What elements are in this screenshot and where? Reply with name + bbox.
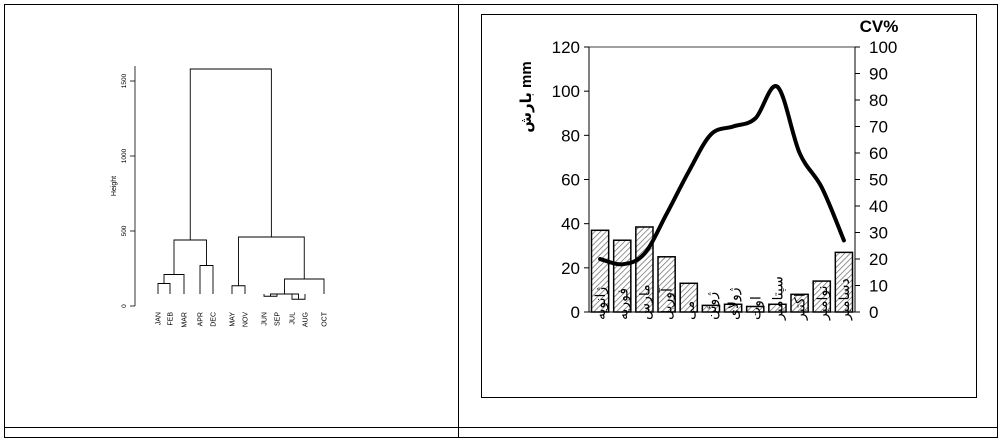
dendrogram-leaf-label: JUN [262,312,269,326]
dendrogram-tick-label: 1000 [121,148,128,163]
precipitation-bars [590,226,854,313]
dendrogram-leaf-label: SEP [275,312,282,326]
dendrogram-tick-label: 1500 [121,73,128,88]
right-axis-tick-label: 50 [869,171,888,190]
dendrogram-leaf-label: DEC [211,312,218,327]
dendrogram-y-label: Height [111,176,118,196]
dendrogram-link [157,283,171,294]
month-label: ژولای [725,287,742,320]
month-label: دسامبر [836,278,853,321]
dendrogram-link [284,278,325,294]
dendrogram-leaf-label: MAY [230,312,237,327]
right-axis-tick-label: 30 [869,224,888,243]
dendrogram-leaf-label: NOV [243,312,250,328]
month-label: اکتبر [792,293,809,321]
chart-box [481,14,977,398]
month-label: سپتامبر [769,276,786,321]
dendrogram-tick-label: 0 [121,304,128,308]
right-axis-ticks: 0 10 20 30 40 50 60 70 80 90 100 [855,38,897,322]
dendrogram-leaf-label: MAR [182,312,189,328]
dendrogram-y-ticks: 0 500 1000 1500 [121,73,135,308]
dendrogram-leaf-label: OCT [322,311,329,327]
dendrogram-panel: 0 500 1000 1500 Height JAN FEB MAR APR DEC MAY NO… [111,66,329,328]
right-axis-tick-label: 20 [869,250,888,269]
left-axis-tick-label: 100 [552,82,580,101]
dendrogram-leaf-label: AUG [303,312,310,327]
dendrogram-link [231,285,246,294]
dendrogram-leaf-label: JAN [156,312,163,325]
right-axis-tick-label: 0 [869,303,878,322]
right-axis-tick-label: 60 [869,144,888,163]
right-axis-tick-label: 40 [869,197,888,216]
right-axis-title: CV% [860,17,899,36]
left-axis-title: بارش mm [518,61,535,132]
left-axis-ticks: 0 20 40 60 80 100 120 [552,38,589,322]
left-axis-tick-label: 60 [561,171,580,190]
right-axis-tick-label: 70 [869,118,888,137]
dendrogram-links [157,68,325,300]
month-label: اوت [747,296,764,320]
dendrogram-leaf-label: JUL [290,312,297,325]
month-label: فوریه [614,288,631,320]
left-axis-tick-label: 80 [561,126,580,145]
month-label: ژوئن [703,292,720,320]
cv-line [598,84,846,267]
right-axis-tick-label: 10 [869,277,888,296]
dendrogram-link [199,265,214,294]
left-axis-tick-label: 40 [561,215,580,234]
figure-frame [4,4,998,438]
dendrogram-leaf-label: APR [198,312,205,326]
month-label: مارس [636,284,653,320]
dendrogram-link [173,239,207,275]
right-axis-tick-label: 100 [869,38,897,57]
left-axis-tick-label: 20 [561,259,580,278]
dendrogram-link [189,68,272,240]
dendrogram-link [163,274,185,294]
left-axis-tick-label: 120 [552,38,580,57]
dendrogram-link [238,236,305,286]
month-label: آوریل [659,287,676,320]
precipitation-chart-panel: 0 20 40 60 80 100 120 0 10 20 30 40 50 60 70 80 90 100 ژ… [481,14,977,398]
month-label: می [681,301,697,320]
month-label: نوامبر [814,286,831,321]
left-axis-tick-label: 0 [571,303,580,322]
month-labels: ژانویه فوریه مارس آوریل می ژوئن ژولای اوت سپتامب… [592,276,853,321]
dendrogram-leaf-labels: JAN FEB MAR APR DEC MAY NOV JUN SEP JUL AUG OCT [156,311,329,327]
dendrogram-tick-label: 500 [121,225,128,236]
dendrogram-leaf-label: FEB [168,312,175,326]
right-axis-tick-label: 90 [869,65,888,84]
month-label: ژانویه [592,287,609,320]
right-axis-tick-label: 80 [869,91,888,110]
